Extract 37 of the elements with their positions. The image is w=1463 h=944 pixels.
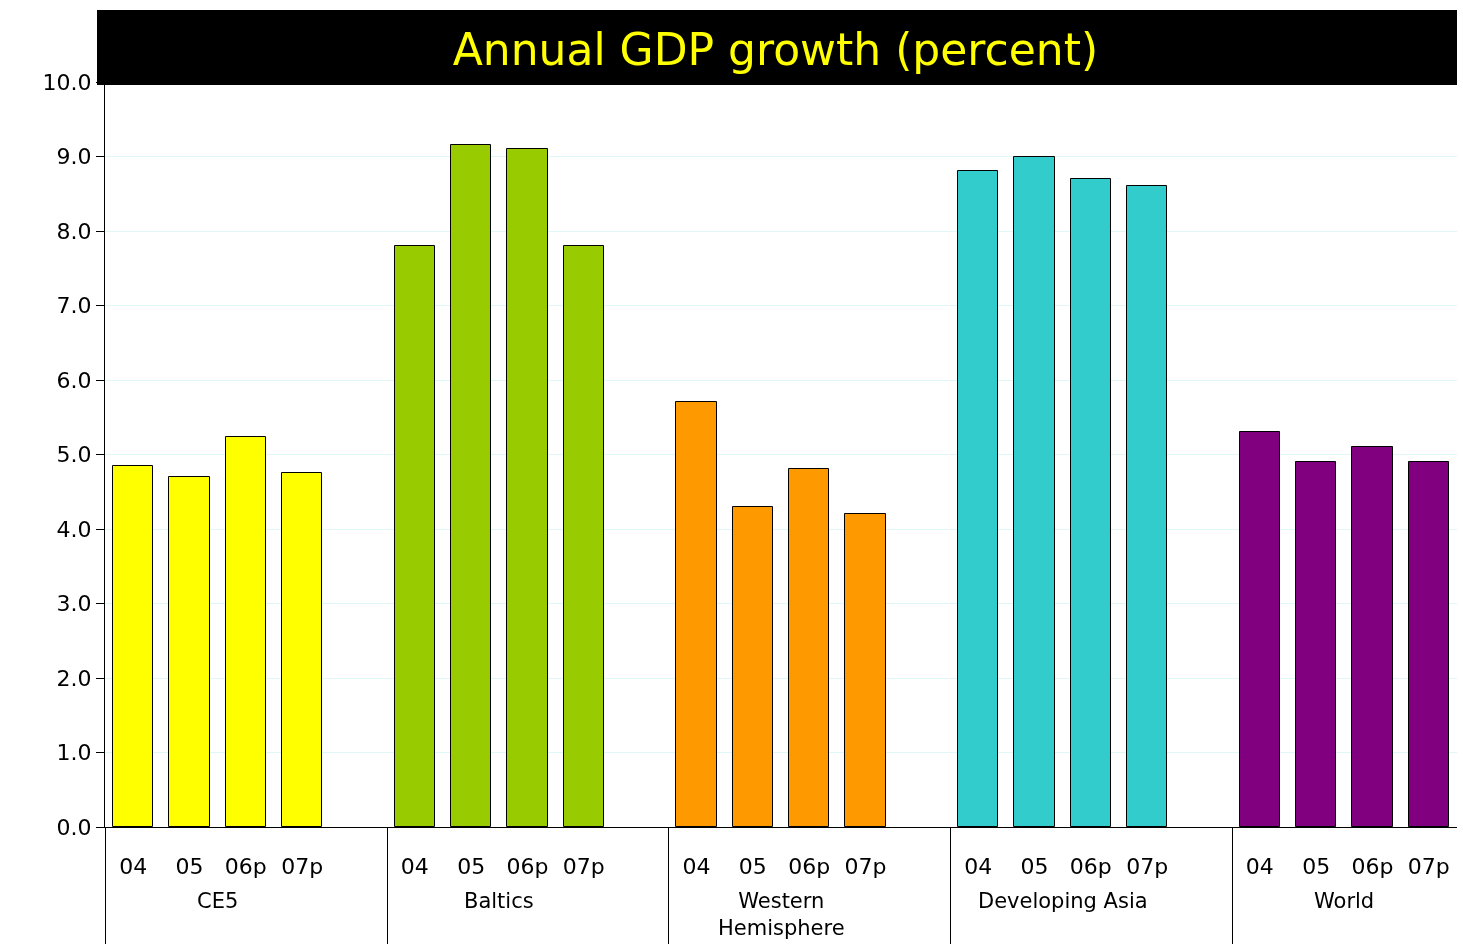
- x-tick-label: 07p: [1407, 854, 1450, 880]
- y-tick-label: 9.0: [56, 144, 92, 170]
- y-tick-label: 10.0: [42, 69, 92, 95]
- x-tick-label: 07p: [1126, 854, 1169, 880]
- x-tick-label: 07p: [562, 854, 605, 880]
- x-tick-label: 05: [175, 854, 204, 880]
- y-tick-label: 5.0: [56, 442, 92, 468]
- y-tick-label: 4.0: [56, 516, 92, 542]
- x-tick-label: 06p: [1069, 854, 1112, 880]
- x-tick-label: 04: [964, 854, 993, 880]
- x-tick-label: 05: [1302, 854, 1331, 880]
- x-tick-label: 06p: [224, 854, 267, 880]
- x-tick-label: 06p: [1351, 854, 1394, 880]
- x-tick-label: 05: [457, 854, 486, 880]
- x-tick-label: 07p: [844, 854, 887, 880]
- x-tick-label: 04: [119, 854, 148, 880]
- x-tick-label: 06p: [506, 854, 549, 880]
- text: CE5: [197, 889, 239, 913]
- text: World: [1314, 889, 1375, 913]
- y-tick-label: 3.0: [56, 591, 92, 617]
- x-tick-label: 06p: [788, 854, 831, 880]
- x-tick-label: 07p: [281, 854, 324, 880]
- text: Western Hemisphere: [718, 889, 845, 941]
- y-tick-label: 7.0: [56, 293, 92, 319]
- y-tick-label: 6.0: [56, 367, 92, 393]
- x-tick-label: 04: [682, 854, 711, 880]
- x-tick-label: 04: [400, 854, 429, 880]
- y-tick-label: 8.0: [56, 218, 92, 244]
- y-tick-label: 0.0: [56, 814, 92, 840]
- y-tick-label: 2.0: [56, 665, 92, 691]
- y-tick-label: 1.0: [56, 740, 92, 766]
- text: Baltics: [464, 889, 534, 913]
- chart-title: Annual GDP growth (percent): [452, 24, 1099, 76]
- text: Developing Asia: [978, 889, 1148, 913]
- x-tick-label: 05: [738, 854, 767, 880]
- x-tick-label: 05: [1020, 854, 1049, 880]
- x-tick-label: 04: [1245, 854, 1274, 880]
